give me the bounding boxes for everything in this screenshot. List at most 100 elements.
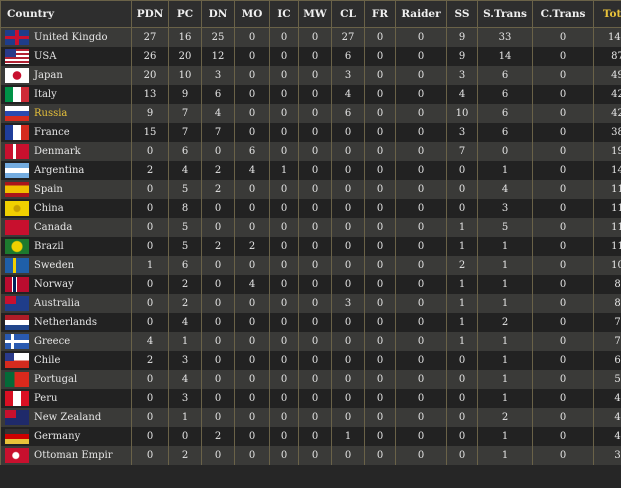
count-cell: 0 xyxy=(234,218,270,237)
country-row: Argentina 2 4 2 4 1 0 0 0 0 0 1 0 14 xyxy=(0,161,621,180)
country-name: France xyxy=(34,127,70,138)
count-cell: 0 xyxy=(298,446,332,465)
count-cell: 0 xyxy=(131,180,169,199)
count-cell: 2 xyxy=(168,294,202,313)
country-row: Spain 0 5 2 0 0 0 0 0 0 0 4 0 11 xyxy=(0,180,621,199)
count-cell: 0 xyxy=(532,256,594,275)
count-cell: 0 xyxy=(234,104,270,123)
count-cell: 4 xyxy=(234,275,270,294)
flag-icon xyxy=(5,125,29,140)
count-cell: 0 xyxy=(269,256,299,275)
count-cell: 0 xyxy=(298,313,332,332)
count-cell: 0 xyxy=(269,85,299,104)
count-cell: 0 xyxy=(395,123,447,142)
count-cell: 0 xyxy=(269,123,299,142)
count-cell: 0 xyxy=(234,180,270,199)
country-cell: Netherlands xyxy=(0,313,132,332)
flag-icon xyxy=(5,201,29,216)
country-cell: USA xyxy=(0,47,132,66)
count-cell: 5 xyxy=(168,237,202,256)
count-cell: 0 xyxy=(446,370,478,389)
count-cell: 0 xyxy=(364,85,396,104)
flag-icon xyxy=(5,163,29,178)
count-cell: 42 xyxy=(593,85,621,104)
count-cell: 0 xyxy=(201,256,235,275)
count-cell: 7 xyxy=(168,123,202,142)
count-cell: 0 xyxy=(298,104,332,123)
country-row: Germany 0 0 2 0 0 0 1 0 0 0 1 0 4 xyxy=(0,427,621,446)
count-cell: 0 xyxy=(395,142,447,161)
count-cell: 1 xyxy=(477,351,533,370)
count-cell: 0 xyxy=(532,351,594,370)
count-cell: 20 xyxy=(168,47,202,66)
count-cell: 0 xyxy=(532,370,594,389)
count-cell: 0 xyxy=(395,104,447,123)
count-cell: 0 xyxy=(269,370,299,389)
country-cell: Canada xyxy=(0,218,132,237)
count-cell: 0 xyxy=(201,294,235,313)
count-cell: 8 xyxy=(593,275,621,294)
count-cell: 0 xyxy=(131,427,169,446)
count-cell: 0 xyxy=(446,199,478,218)
count-cell: 0 xyxy=(201,446,235,465)
count-cell: 0 xyxy=(532,47,594,66)
country-cell: France xyxy=(0,123,132,142)
count-cell: 0 xyxy=(532,237,594,256)
country-name: Netherlands xyxy=(34,317,97,328)
count-cell: 0 xyxy=(395,161,447,180)
flag-icon xyxy=(5,429,29,444)
count-cell: 0 xyxy=(234,123,270,142)
count-cell: 0 xyxy=(395,370,447,389)
count-cell: 0 xyxy=(532,123,594,142)
count-cell: 1 xyxy=(446,294,478,313)
count-cell: 0 xyxy=(532,332,594,351)
flag-icon xyxy=(5,182,29,197)
count-cell: 0 xyxy=(446,161,478,180)
count-cell: 0 xyxy=(364,180,396,199)
count-cell: 0 xyxy=(168,427,202,446)
count-cell: 0 xyxy=(201,351,235,370)
country-cell: Norway xyxy=(0,275,132,294)
count-cell: 26 xyxy=(131,47,169,66)
country-name: USA xyxy=(34,51,57,62)
count-cell: 2 xyxy=(168,275,202,294)
count-cell: 0 xyxy=(532,389,594,408)
country-name: Australia xyxy=(34,298,80,309)
header-row: Country PDN PC DN MO IC MW CL FR Raider SS S.Trans C… xyxy=(0,0,621,28)
country-row: Portugal 0 4 0 0 0 0 0 0 0 0 1 0 5 xyxy=(0,370,621,389)
count-cell: 0 xyxy=(234,313,270,332)
count-cell: 6 xyxy=(477,66,533,85)
count-cell: 0 xyxy=(395,85,447,104)
flag-icon xyxy=(5,315,29,330)
column-header: SS xyxy=(446,0,478,28)
count-cell: 0 xyxy=(269,218,299,237)
country-row: Ottoman Empir 0 2 0 0 0 0 0 0 0 0 1 0 3 xyxy=(0,446,621,465)
count-cell: 20 xyxy=(131,66,169,85)
flag-icon xyxy=(5,144,29,159)
count-cell: 9 xyxy=(446,27,478,47)
count-cell: 0 xyxy=(446,180,478,199)
country-row: Japan 20 10 3 0 0 0 3 0 0 3 6 0 49 xyxy=(0,66,621,85)
count-cell: 0 xyxy=(201,389,235,408)
count-cell: 4 xyxy=(131,332,169,351)
count-cell: 0 xyxy=(395,66,447,85)
count-cell: 14 xyxy=(593,161,621,180)
count-cell: 0 xyxy=(269,199,299,218)
count-cell: 5 xyxy=(168,180,202,199)
count-cell: 0 xyxy=(446,427,478,446)
count-cell: 0 xyxy=(131,294,169,313)
count-cell: 2 xyxy=(234,237,270,256)
count-cell: 1 xyxy=(446,313,478,332)
count-cell: 0 xyxy=(298,199,332,218)
country-name: Brazil xyxy=(34,241,64,252)
count-cell: 8 xyxy=(168,199,202,218)
flag-icon xyxy=(5,296,29,311)
count-cell: 4 xyxy=(593,427,621,446)
count-cell: 0 xyxy=(364,161,396,180)
count-cell: 0 xyxy=(331,237,365,256)
count-cell: 0 xyxy=(298,294,332,313)
count-cell: 0 xyxy=(331,123,365,142)
count-cell: 4 xyxy=(234,161,270,180)
count-cell: 0 xyxy=(364,446,396,465)
flag-icon xyxy=(5,49,29,64)
